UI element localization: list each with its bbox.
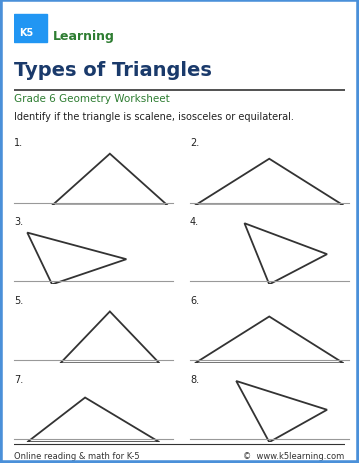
Text: 1.: 1.: [14, 138, 23, 148]
Text: Identify if the triangle is scalene, isosceles or equilateral.: Identify if the triangle is scalene, iso…: [14, 112, 294, 122]
Text: 8.: 8.: [190, 374, 199, 384]
Text: Online reading & math for K-5: Online reading & math for K-5: [14, 450, 140, 460]
Text: 6.: 6.: [190, 295, 199, 305]
Text: Grade 6 Geometry Worksheet: Grade 6 Geometry Worksheet: [14, 94, 170, 104]
Text: Types of Triangles: Types of Triangles: [14, 61, 212, 80]
Text: 2.: 2.: [190, 138, 199, 148]
Text: 7.: 7.: [14, 374, 23, 384]
Bar: [14, 15, 47, 43]
Text: ©  www.k5learning.com: © www.k5learning.com: [243, 450, 345, 460]
Text: 5.: 5.: [14, 295, 23, 305]
Text: Learning: Learning: [52, 30, 115, 44]
Text: 3.: 3.: [14, 217, 23, 226]
Text: 4.: 4.: [190, 217, 199, 226]
Text: K5: K5: [19, 28, 34, 38]
